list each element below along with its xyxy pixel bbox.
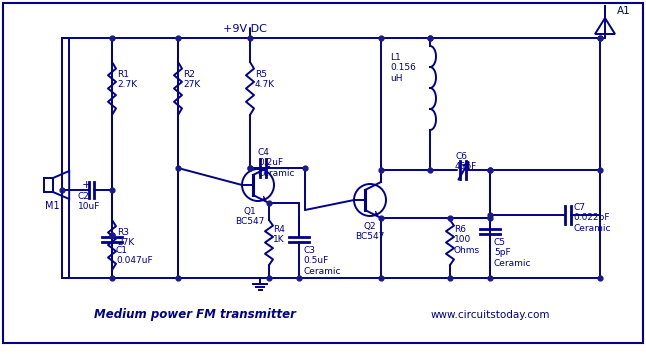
Text: C5
5pF
Ceramic: C5 5pF Ceramic <box>494 238 532 268</box>
Text: Q2
BC547: Q2 BC547 <box>355 222 384 241</box>
Text: R1
2.7K: R1 2.7K <box>117 70 137 90</box>
Text: R4
1K: R4 1K <box>273 225 285 244</box>
Text: Q1
BC547: Q1 BC547 <box>235 207 265 227</box>
Text: R2
27K: R2 27K <box>183 70 200 90</box>
Text: R6
100
Ohms: R6 100 Ohms <box>454 225 480 255</box>
Text: C2
10uF: C2 10uF <box>78 192 100 211</box>
Text: C6
45pF: C6 45pF <box>455 152 477 171</box>
Text: C1
0.047uF: C1 0.047uF <box>116 246 152 266</box>
Text: R5
4.7K: R5 4.7K <box>255 70 275 90</box>
Text: www.circuitstoday.com: www.circuitstoday.com <box>430 310 550 320</box>
Text: R3
27K: R3 27K <box>117 228 134 247</box>
Text: C7
0.022pF
Ceramic: C7 0.022pF Ceramic <box>573 203 610 233</box>
Text: C4
0.2uF
Ceramic: C4 0.2uF Ceramic <box>258 148 295 178</box>
Text: L1
0.156
uH: L1 0.156 uH <box>390 53 416 83</box>
Text: M1: M1 <box>45 201 59 211</box>
Text: +9V DC: +9V DC <box>223 24 267 34</box>
Text: Medium power FM transmitter: Medium power FM transmitter <box>94 308 296 321</box>
Text: C3
0.5uF
Ceramic: C3 0.5uF Ceramic <box>303 246 340 276</box>
Text: +: + <box>82 180 91 190</box>
Text: A1: A1 <box>617 6 630 16</box>
